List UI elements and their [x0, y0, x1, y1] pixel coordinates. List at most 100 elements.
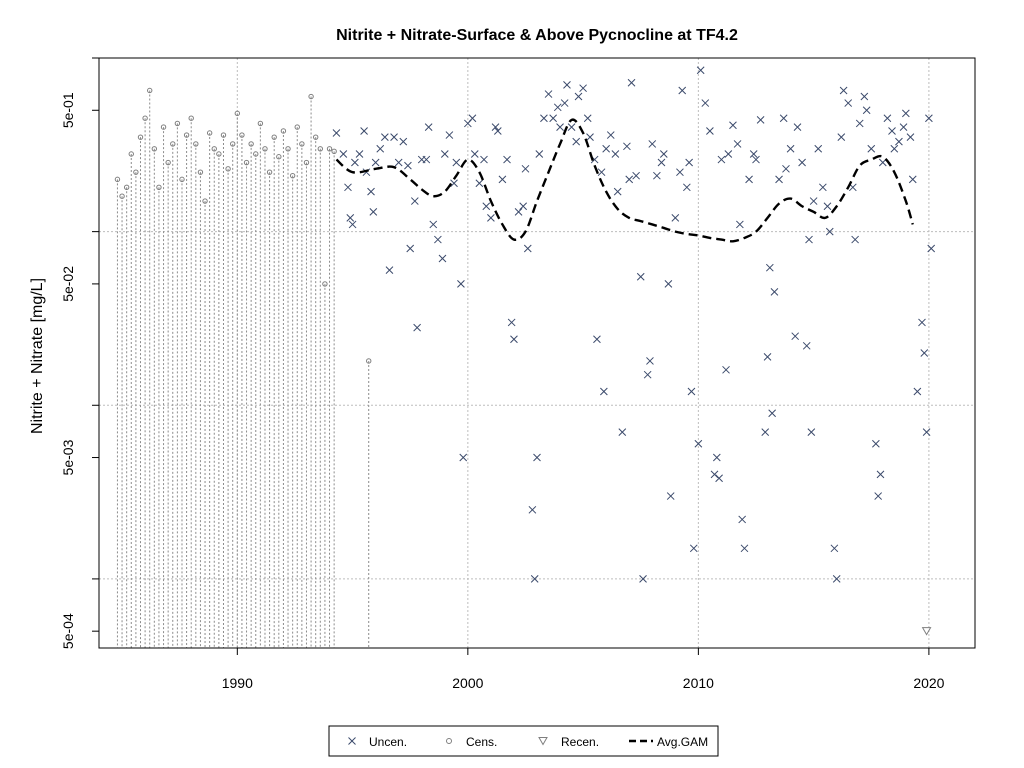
uncen-point: [498, 175, 507, 184]
uncen-point: [752, 155, 760, 164]
uncen-point: [369, 207, 378, 216]
cens-point: [156, 184, 162, 191]
uncen-point: [459, 453, 468, 462]
uncen-point: [533, 453, 541, 462]
uncen-point: [694, 439, 703, 448]
uncen-point: [729, 121, 737, 130]
uncen-point: [452, 158, 461, 167]
uncen-point: [457, 280, 465, 288]
uncen-point: [482, 202, 491, 211]
uncen-point: [666, 492, 675, 500]
uncen-point: [623, 142, 631, 151]
cens-point: [253, 151, 259, 157]
chart-title: Nitrite + Nitrate-Surface & Above Pycnoc…: [336, 27, 738, 44]
uncen-point: [659, 150, 668, 158]
cens-point: [206, 130, 213, 136]
y-axis-label: Nitrite + Nitrate [mg/L]: [29, 278, 46, 434]
cens-point: [234, 110, 241, 117]
uncen-point: [404, 161, 412, 170]
uncen-point: [583, 114, 592, 123]
uncen-point: [514, 207, 523, 216]
uncen-point: [918, 318, 926, 327]
uncen-point: [332, 129, 341, 137]
cens-point: [197, 169, 204, 175]
uncen-point: [791, 332, 800, 341]
uncen-point: [560, 99, 569, 107]
uncen-point: [355, 150, 364, 158]
uncen-point: [344, 183, 352, 192]
uncen-point: [922, 428, 931, 437]
uncen-point: [599, 387, 608, 396]
uncen-point: [830, 544, 839, 553]
uncen-point: [528, 505, 537, 514]
uncen-point: [438, 254, 447, 263]
uncen-point: [682, 183, 691, 192]
uncen-point: [639, 575, 647, 583]
uncen-point: [765, 263, 774, 272]
uncen-point: [399, 137, 408, 146]
legend-label: Uncen.: [369, 735, 407, 749]
cens-point: [276, 154, 282, 160]
uncen-point: [553, 103, 562, 112]
uncen-point: [625, 175, 634, 184]
uncen-point: [844, 99, 853, 107]
uncen-point: [470, 150, 479, 158]
cens-point: [211, 146, 217, 152]
cens-point: [331, 148, 337, 155]
cens-point: [266, 169, 273, 175]
cens-point: [123, 184, 130, 191]
uncen-point: [740, 544, 749, 553]
uncen-point: [770, 287, 779, 296]
cens-point: [119, 193, 125, 199]
uncen-point: [782, 164, 790, 173]
cens-point: [312, 134, 319, 140]
cens-point: [317, 146, 324, 152]
grid-lines: [99, 57, 975, 648]
uncen-point: [851, 235, 859, 244]
uncen-point: [627, 78, 636, 87]
uncen-point: [749, 150, 758, 158]
uncen-point: [768, 409, 776, 418]
uncen-point: [410, 197, 419, 205]
uncen-point: [422, 155, 431, 164]
cens-point: [183, 132, 190, 138]
uncen-point: [648, 140, 657, 148]
uncen-point: [544, 90, 553, 98]
uncen-point: [761, 428, 770, 437]
uncen-point: [371, 158, 380, 167]
uncen-point: [567, 123, 576, 131]
uncen-point: [876, 470, 885, 479]
uncen-point: [643, 370, 652, 379]
uncen-point: [507, 318, 516, 327]
cens-point: [225, 166, 231, 172]
uncen-point: [493, 127, 502, 135]
cens-point: [220, 132, 227, 138]
cens-point: [188, 115, 194, 121]
cens-point: [294, 124, 300, 130]
y-tick-label: 5e-01: [60, 92, 76, 128]
uncen-point: [867, 144, 876, 153]
uncen-point: [715, 474, 723, 483]
uncen-point: [475, 179, 484, 188]
uncen-point: [521, 164, 530, 173]
avg-gam-line: [335, 118, 914, 243]
cens-point: [216, 151, 222, 157]
cens-point: [133, 169, 139, 175]
uncen-point: [339, 150, 348, 158]
cens-point: [326, 146, 333, 152]
legend-uncen-icon: [348, 737, 356, 745]
uncen-point: [687, 387, 696, 396]
uncen-point: [775, 175, 783, 184]
uncen-point: [523, 244, 532, 253]
uncen-point: [540, 114, 548, 123]
uncen-point: [706, 127, 714, 135]
uncen-point: [805, 235, 813, 244]
uncen-point: [385, 266, 394, 275]
cens-point: [257, 120, 264, 127]
cens-point: [174, 120, 181, 127]
uncen-point: [346, 214, 355, 222]
uncen-point: [602, 144, 611, 153]
cens-point: [271, 134, 277, 140]
uncen-point: [890, 144, 899, 153]
uncen-point: [510, 335, 518, 344]
